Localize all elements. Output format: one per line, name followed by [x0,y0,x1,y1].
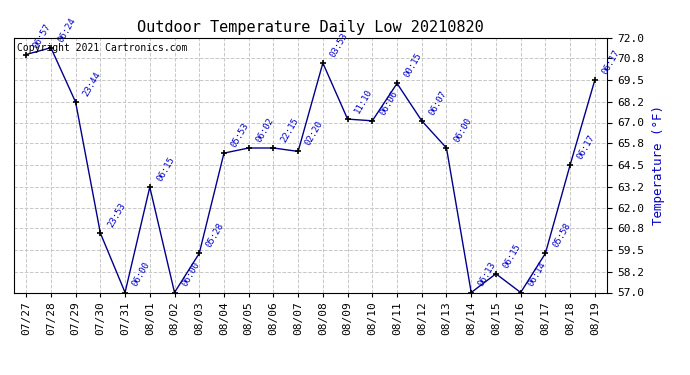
Text: 22:15: 22:15 [279,116,300,144]
Text: 06:00: 06:00 [180,261,201,288]
Text: 06:57: 06:57 [32,22,53,50]
Text: 06:17: 06:17 [575,133,597,161]
Text: 06:17: 06:17 [600,48,622,76]
Title: Outdoor Temperature Daily Low 20210820: Outdoor Temperature Daily Low 20210820 [137,20,484,35]
Text: 06:13: 06:13 [477,261,498,288]
Text: 23:44: 23:44 [81,70,102,98]
Text: 05:53: 05:53 [230,121,250,149]
Text: Copyright 2021 Cartronics.com: Copyright 2021 Cartronics.com [17,43,187,52]
Text: 03:53: 03:53 [328,31,350,59]
Y-axis label: Temperature (°F): Temperature (°F) [652,105,665,225]
Text: 05:28: 05:28 [205,222,226,249]
Text: 06:00: 06:00 [130,261,152,288]
Text: 06:14: 06:14 [526,261,547,288]
Text: 06:06: 06:06 [378,89,399,117]
Text: 02:20: 02:20 [304,120,325,147]
Text: 06:02: 06:02 [254,116,275,144]
Text: 06:15: 06:15 [155,155,177,183]
Text: 06:07: 06:07 [427,89,449,117]
Text: 11:10: 11:10 [353,87,375,115]
Text: 23:53: 23:53 [106,201,127,229]
Text: 06:24: 06:24 [57,16,78,44]
Text: 06:15: 06:15 [502,242,523,270]
Text: 05:58: 05:58 [551,222,572,249]
Text: 06:00: 06:00 [452,116,473,144]
Text: 00:15: 00:15 [402,51,424,79]
